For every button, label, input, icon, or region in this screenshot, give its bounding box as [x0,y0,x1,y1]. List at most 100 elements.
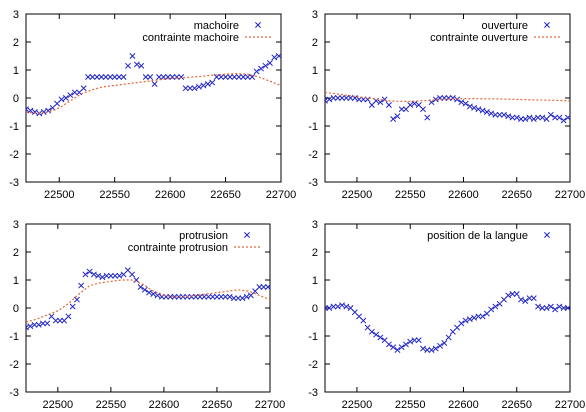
data-point [86,268,93,275]
x-tick-label: 22700 [555,399,586,411]
data-point [458,99,465,106]
data-point [78,282,85,289]
x-tick-label: 22700 [555,189,586,201]
y-tick-label: 0 [13,93,19,105]
data-point [479,313,486,320]
data-point [56,317,63,324]
data-point [339,95,345,101]
data-point [466,316,473,323]
data-point [449,95,456,101]
data-point [171,293,178,300]
data-point [564,305,570,311]
data-point [111,74,118,80]
y-tick-label: -3 [9,177,19,189]
data-point [192,293,199,300]
data-point [330,95,337,101]
series-1 [325,95,570,124]
y-tick-label: -2 [308,149,318,161]
data-point [518,116,524,122]
legend-label: contrainte machoire [142,32,239,44]
data-point [326,305,333,311]
y-tick-label: 1 [13,65,19,77]
data-point [164,74,171,80]
data-point [432,96,439,103]
data-point [262,62,269,69]
data-point [52,317,59,324]
data-point [201,293,208,300]
x-tick-label: 22550 [395,399,426,411]
data-point [334,95,341,101]
data-point [196,83,202,90]
data-point [231,74,238,80]
data-point [197,293,203,300]
data-point [522,298,529,304]
data-point [424,347,431,353]
data-point [102,74,109,80]
data-point [150,291,157,297]
data-point [390,344,397,351]
data-point [466,103,473,110]
data-point [44,320,51,327]
data-point [218,74,225,80]
x-tick-label: 22600 [448,189,479,201]
data-point [209,293,216,300]
data-point [385,341,392,348]
data-point [173,74,180,80]
data-point [560,117,567,124]
data-point [343,95,350,101]
y-tick-label: 2 [13,247,19,259]
y-tick-label: -2 [9,359,19,371]
data-point [407,102,414,108]
data-point [526,114,533,121]
data-point [85,74,92,80]
data-point [107,272,114,279]
data-point [420,345,426,352]
data-point [509,291,516,297]
data-point [411,100,418,107]
x-tick-label: 22650 [210,189,241,201]
data-point [243,293,250,300]
legend-marker-sample [255,22,261,28]
series-1 [26,267,270,331]
series-2 [26,72,281,115]
data-point [103,272,110,279]
data-point [471,314,478,321]
y-tick-label: -1 [308,331,318,343]
data-point [90,271,97,278]
data-point [133,61,140,68]
data-point [530,116,537,122]
y-tick-label: -1 [308,121,318,133]
data-point [535,303,541,310]
data-point [437,342,443,349]
data-point [31,109,38,115]
x-tick-label: 22650 [501,399,532,411]
y-tick-label: -3 [9,387,19,399]
data-point [27,323,34,330]
y-tick-label: -1 [9,331,19,343]
y-tick-label: 3 [312,9,318,21]
data-point [441,340,448,346]
data-point [432,345,439,352]
data-point [407,338,414,345]
data-point [492,303,499,310]
data-point [169,74,176,80]
data-point [80,85,87,92]
y-tick-label: 3 [13,219,19,231]
data-point [138,62,145,69]
data-point [230,295,237,302]
data-point [95,272,102,279]
data-point [518,296,524,303]
data-point [69,303,76,310]
data-point [182,85,189,92]
data-point [227,74,233,80]
y-tick-label: 0 [312,303,318,315]
data-point [73,296,80,303]
data-point [411,337,418,344]
data-point [239,295,246,302]
legend-marker-sample [544,22,550,28]
data-point [26,324,29,331]
data-point [40,320,46,327]
data-point [339,302,345,309]
data-point [209,79,216,86]
legend-label: protrusion [179,230,228,242]
